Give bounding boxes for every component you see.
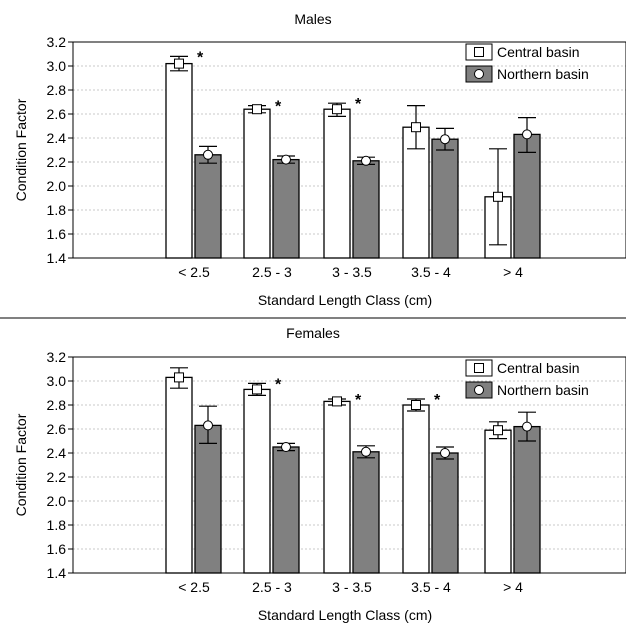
mean-marker-circle: [522, 421, 532, 432]
y-tick-label: 3.0: [47, 58, 67, 74]
legend-item-northern: Northern basin: [465, 381, 589, 399]
y-tick-label: 1.4: [47, 250, 67, 266]
x-tick-label: < 2.5: [178, 264, 210, 280]
chart-title: Females: [286, 325, 340, 341]
x-axis-label: Standard Length Class (cm): [258, 292, 432, 308]
chart-panel-males: Males 1.4 1.6 1.8 2.0 2.2 2.4 2.6 2.8 3.0 3.2 * < 2.…: [13, 11, 626, 308]
significance-star: *: [434, 392, 441, 409]
y-tick-label: 2.0: [47, 493, 67, 509]
y-tick-label: 2.2: [47, 469, 67, 485]
bar-northern: [272, 158, 300, 259]
mean-marker-circle: [440, 134, 450, 145]
bar-central: [165, 376, 193, 574]
mean-marker-square: [252, 384, 262, 395]
significance-star: *: [355, 96, 362, 113]
mean-marker-square: [493, 425, 503, 436]
mean-marker-circle: [281, 154, 291, 165]
bar-northern: [431, 138, 459, 259]
mean-marker-square: [332, 104, 342, 115]
x-tick-label: 3.5 - 4: [411, 579, 451, 595]
y-tick-label: 1.8: [47, 202, 67, 218]
mean-marker-square: [252, 104, 262, 115]
bar-central: [402, 404, 430, 574]
mean-marker-circle: [361, 446, 371, 457]
significance-star: *: [197, 49, 204, 66]
bar-northern: [352, 160, 380, 259]
mean-marker-circle: [361, 155, 371, 166]
y-tick-label: 3.0: [47, 373, 67, 389]
y-tick-label: 1.6: [47, 541, 67, 557]
mean-marker-square: [332, 396, 342, 407]
legend-marker-square: [474, 363, 484, 373]
y-tick-label: 1.6: [47, 226, 67, 242]
bar-central: [243, 108, 271, 259]
legend-label: Central basin: [497, 44, 580, 60]
legend-marker-square: [474, 47, 484, 57]
mean-marker-circle: [440, 448, 450, 458]
mean-marker-circle: [522, 129, 532, 140]
bar-northern: [194, 154, 222, 259]
bar-central: [243, 388, 271, 574]
legend-label: Central basin: [497, 360, 580, 376]
mean-marker-square: [174, 58, 184, 69]
y-tick-label: 2.4: [47, 130, 67, 146]
mean-marker-square: [411, 400, 421, 410]
bar-central: [323, 108, 351, 259]
bar-northern: [272, 446, 300, 574]
y-tick-label: 1.4: [47, 565, 67, 581]
legend-item-northern: Northern basin: [465, 65, 589, 83]
y-tick-label: 2.0: [47, 178, 67, 194]
x-tick-label: 2.5 - 3: [252, 579, 292, 595]
y-tick-label: 3.2: [47, 34, 67, 50]
y-tick-label: 2.2: [47, 154, 67, 170]
bar-northern: [513, 133, 541, 259]
legend-marker-circle: [474, 385, 484, 395]
y-tick-label: 2.8: [47, 397, 67, 413]
x-tick-label: 3.5 - 4: [411, 264, 451, 280]
bar-central: [484, 429, 512, 574]
bar-central: [323, 400, 351, 574]
bar-northern: [194, 424, 222, 574]
x-tick-label: < 2.5: [178, 579, 210, 595]
y-tick-label: 2.8: [47, 82, 67, 98]
bar-northern: [431, 452, 459, 574]
bar-northern: [513, 425, 541, 574]
legend-item-central: Central basin: [465, 359, 580, 377]
significance-star: *: [275, 99, 282, 116]
significance-star: *: [355, 392, 362, 409]
legend-item-central: Central basin: [465, 43, 580, 61]
y-tick-label: 2.6: [47, 106, 67, 122]
y-axis-label: Condition Factor: [13, 413, 29, 516]
chart-title: Males: [294, 11, 331, 27]
mean-marker-circle: [203, 420, 213, 431]
x-tick-label: 3 - 3.5: [332, 264, 372, 280]
x-tick-label: > 4: [503, 579, 523, 595]
y-tick-label: 2.4: [47, 445, 67, 461]
x-axis-label: Standard Length Class (cm): [258, 607, 432, 623]
x-tick-label: > 4: [503, 264, 523, 280]
legend-marker-circle: [474, 69, 484, 79]
y-axis-label: Condition Factor: [13, 98, 29, 201]
x-tick-label: 3 - 3.5: [332, 579, 372, 595]
mean-marker-square: [174, 372, 184, 383]
y-tick-label: 2.6: [47, 421, 67, 437]
y-tick-label: 1.8: [47, 517, 67, 533]
y-tick-label: 3.2: [47, 349, 67, 365]
bar-northern: [352, 451, 380, 574]
mean-marker-circle: [203, 149, 213, 160]
mean-marker-square: [493, 191, 503, 202]
chart-panel-females: Females 1.4 1.6 1.8 2.0 2.2 2.4 2.6 2.8 3.0 3.2 < 2…: [13, 325, 626, 623]
bar-central: [165, 62, 193, 259]
x-tick-label: 2.5 - 3: [252, 264, 292, 280]
mean-marker-circle: [281, 442, 291, 452]
mean-marker-square: [411, 122, 421, 133]
significance-star: *: [275, 376, 282, 393]
legend-label: Northern basin: [497, 66, 589, 82]
legend-label: Northern basin: [497, 382, 589, 398]
